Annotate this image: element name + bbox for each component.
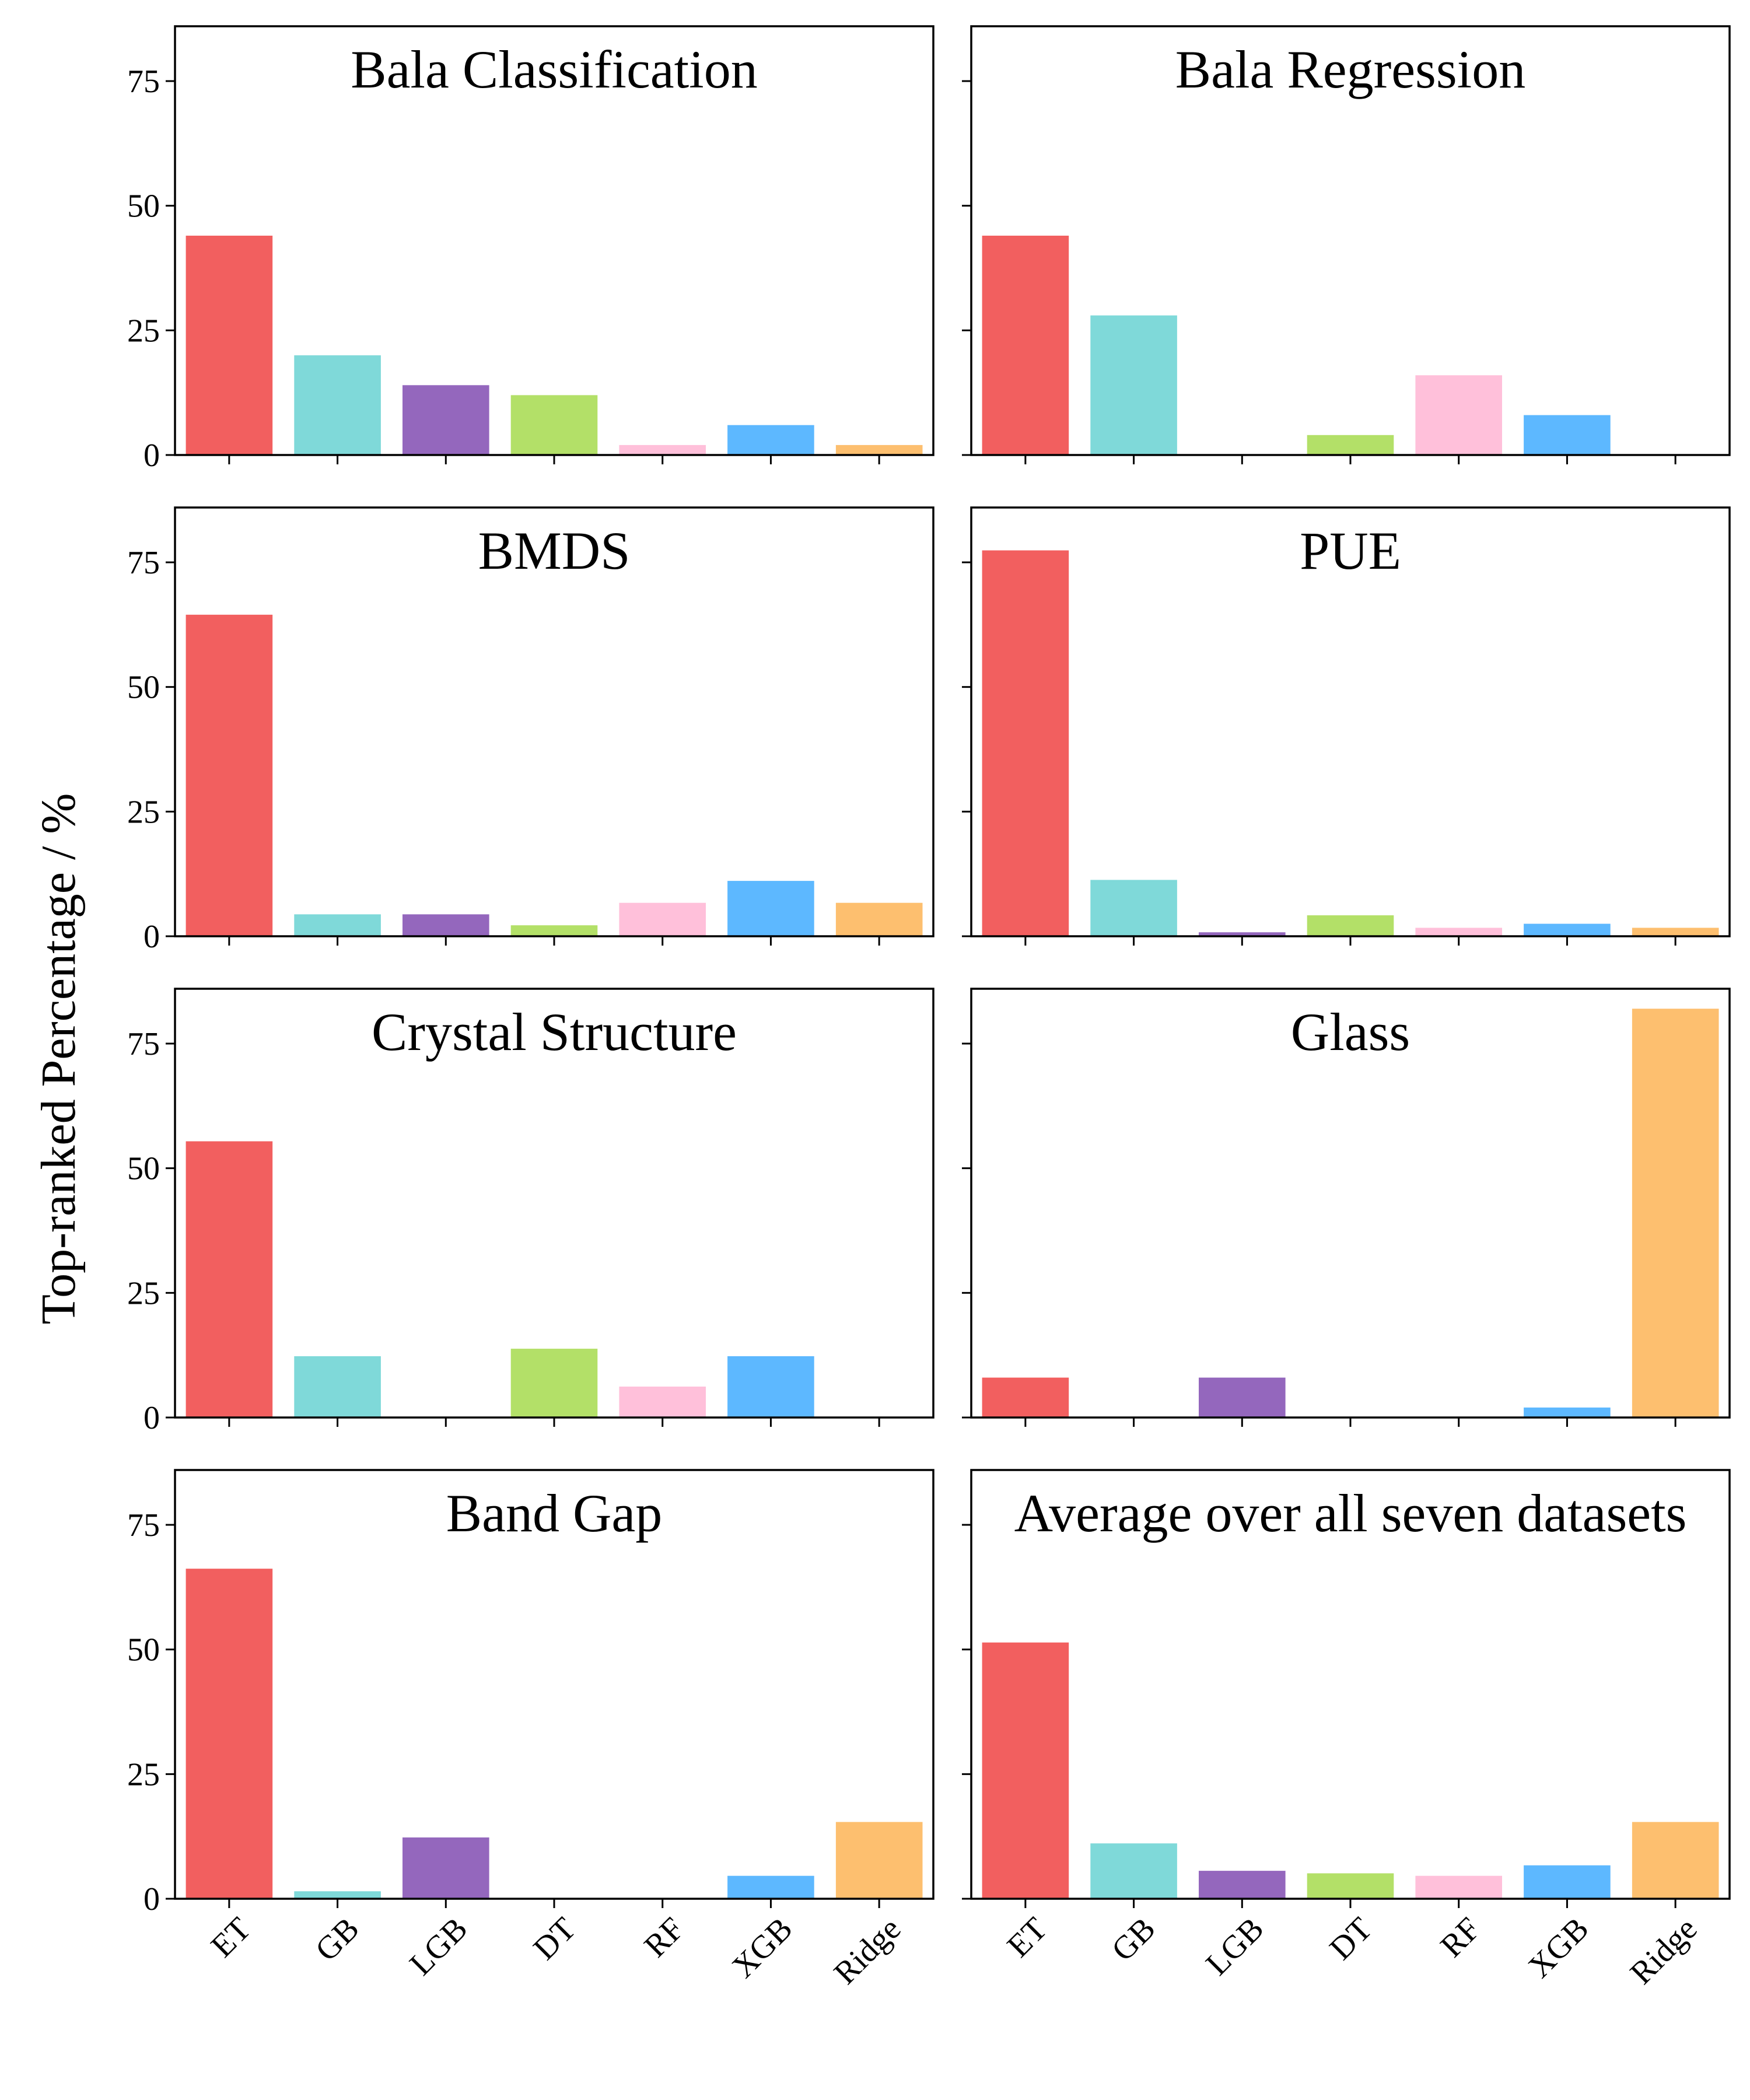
bar-et bbox=[982, 1642, 1069, 1899]
bar-rf bbox=[1415, 375, 1502, 455]
bar-lgb bbox=[402, 914, 489, 936]
bar-lgb bbox=[402, 1837, 489, 1899]
y-tick-label: 75 bbox=[127, 64, 160, 100]
bar-et bbox=[186, 236, 273, 455]
bar-rf bbox=[619, 1387, 706, 1418]
bar-dt bbox=[510, 395, 598, 455]
bar-dt bbox=[510, 925, 598, 936]
panel-title: Bala Classification bbox=[351, 40, 758, 99]
bar-ridge bbox=[835, 444, 923, 455]
bar-xgb bbox=[1524, 1865, 1611, 1899]
panel-7: 0 25 50 75 ET GB LGB DT RF XGB Ridge Band Gap bbox=[127, 1469, 935, 1992]
y-tick-label: 25 bbox=[127, 1756, 160, 1793]
bar-et bbox=[982, 1377, 1069, 1418]
bar-ridge bbox=[1632, 928, 1719, 936]
bar-gb bbox=[1090, 880, 1177, 936]
bar-gb bbox=[294, 1356, 381, 1418]
bar-et bbox=[982, 236, 1069, 455]
bar-xgb bbox=[1524, 415, 1611, 455]
bar-gb bbox=[1090, 315, 1177, 455]
bar-gb bbox=[294, 914, 381, 936]
bar-ridge bbox=[1632, 1822, 1719, 1899]
bar-xgb bbox=[1524, 923, 1611, 936]
bar-et bbox=[982, 550, 1069, 936]
y-tick-label: 50 bbox=[127, 670, 160, 706]
bar-dt bbox=[1307, 915, 1394, 936]
y-tick-label: 0 bbox=[144, 1400, 160, 1436]
bar-rf bbox=[1415, 1875, 1502, 1899]
x-tick-label: Ridge bbox=[827, 1910, 908, 1991]
panel-3: 0 25 50 75 BMDS bbox=[127, 506, 935, 955]
y-tick-label: 50 bbox=[127, 188, 160, 225]
y-tick-label: 0 bbox=[144, 919, 160, 955]
x-tick-label: GB bbox=[309, 1910, 366, 1968]
panel-title: BMDS bbox=[478, 521, 631, 580]
bar-lgb bbox=[1199, 932, 1286, 936]
x-tick-label: RF bbox=[1434, 1910, 1488, 1964]
panel-1: 0 25 50 75 Bala Classification bbox=[127, 25, 935, 474]
x-tick-label: XGB bbox=[725, 1910, 799, 1985]
bar-rf bbox=[619, 444, 706, 455]
bar-xgb bbox=[727, 881, 814, 936]
bar-lgb bbox=[1199, 1377, 1286, 1418]
bar-xgb bbox=[727, 425, 814, 455]
bar-ridge bbox=[1632, 1009, 1719, 1418]
y-tick-label: 25 bbox=[127, 313, 160, 349]
x-tick-label: Ridge bbox=[1623, 1910, 1704, 1991]
x-tick-label: ET bbox=[204, 1910, 258, 1964]
x-tick-label: LGB bbox=[1199, 1910, 1270, 1982]
bar-gb bbox=[294, 355, 381, 455]
y-tick-label: 0 bbox=[144, 438, 160, 474]
y-tick-label: 50 bbox=[127, 1151, 160, 1187]
y-tick-label: 0 bbox=[144, 1881, 160, 1917]
y-tick-label: 75 bbox=[127, 545, 160, 581]
x-tick-label: DT bbox=[1323, 1910, 1380, 1967]
bar-et bbox=[186, 1569, 273, 1899]
bar-ridge bbox=[835, 902, 923, 936]
bar-et bbox=[186, 614, 273, 937]
bar-ridge bbox=[835, 1822, 923, 1899]
bar-rf bbox=[619, 902, 706, 936]
x-tick-label: GB bbox=[1105, 1910, 1163, 1968]
panel-title: PUE bbox=[1300, 521, 1401, 580]
bar-dt bbox=[510, 1349, 598, 1418]
bar-xgb bbox=[727, 1356, 814, 1418]
x-tick-label: DT bbox=[527, 1910, 583, 1967]
panel-title: Crystal Structure bbox=[372, 1002, 737, 1062]
y-tick-label: 25 bbox=[127, 1275, 160, 1311]
x-tick-label: LGB bbox=[402, 1910, 474, 1982]
x-tick-label: RF bbox=[638, 1910, 691, 1964]
bar-gb bbox=[1090, 1843, 1177, 1899]
y-tick-label: 25 bbox=[127, 794, 160, 830]
panel-title: Glass bbox=[1291, 1002, 1410, 1062]
x-tick-label: ET bbox=[1000, 1910, 1054, 1964]
bar-dt bbox=[1307, 1873, 1394, 1899]
bar-lgb bbox=[402, 385, 489, 455]
panel-5: 0 25 50 75 Crystal Structure bbox=[127, 988, 935, 1436]
panel-8: ET GB LGB DT RF XGB Ridge Average over all seve… bbox=[962, 1469, 1731, 1992]
bar-gb bbox=[294, 1891, 381, 1899]
panel-title: Average over all seven datasets bbox=[1014, 1483, 1687, 1543]
y-tick-label: 50 bbox=[127, 1632, 160, 1668]
bar-dt bbox=[1307, 435, 1394, 455]
bar-et bbox=[186, 1141, 273, 1418]
bar-rf bbox=[1415, 928, 1502, 936]
bar-lgb bbox=[1199, 1871, 1286, 1899]
y-tick-label: 75 bbox=[127, 1026, 160, 1062]
x-tick-label: XGB bbox=[1521, 1910, 1595, 1985]
y-axis-label: Top-ranked Percentage / % bbox=[32, 793, 86, 1325]
panel-title: Bala Regression bbox=[1175, 40, 1525, 99]
bar-xgb bbox=[1524, 1407, 1611, 1418]
panel-6: Glass bbox=[962, 988, 1731, 1427]
y-tick-label: 75 bbox=[127, 1507, 160, 1544]
panel-title: Band Gap bbox=[446, 1483, 662, 1543]
bar-xgb bbox=[727, 1875, 814, 1899]
panel-4: PUE bbox=[962, 506, 1731, 946]
panel-2: Bala Regression bbox=[962, 25, 1731, 464]
